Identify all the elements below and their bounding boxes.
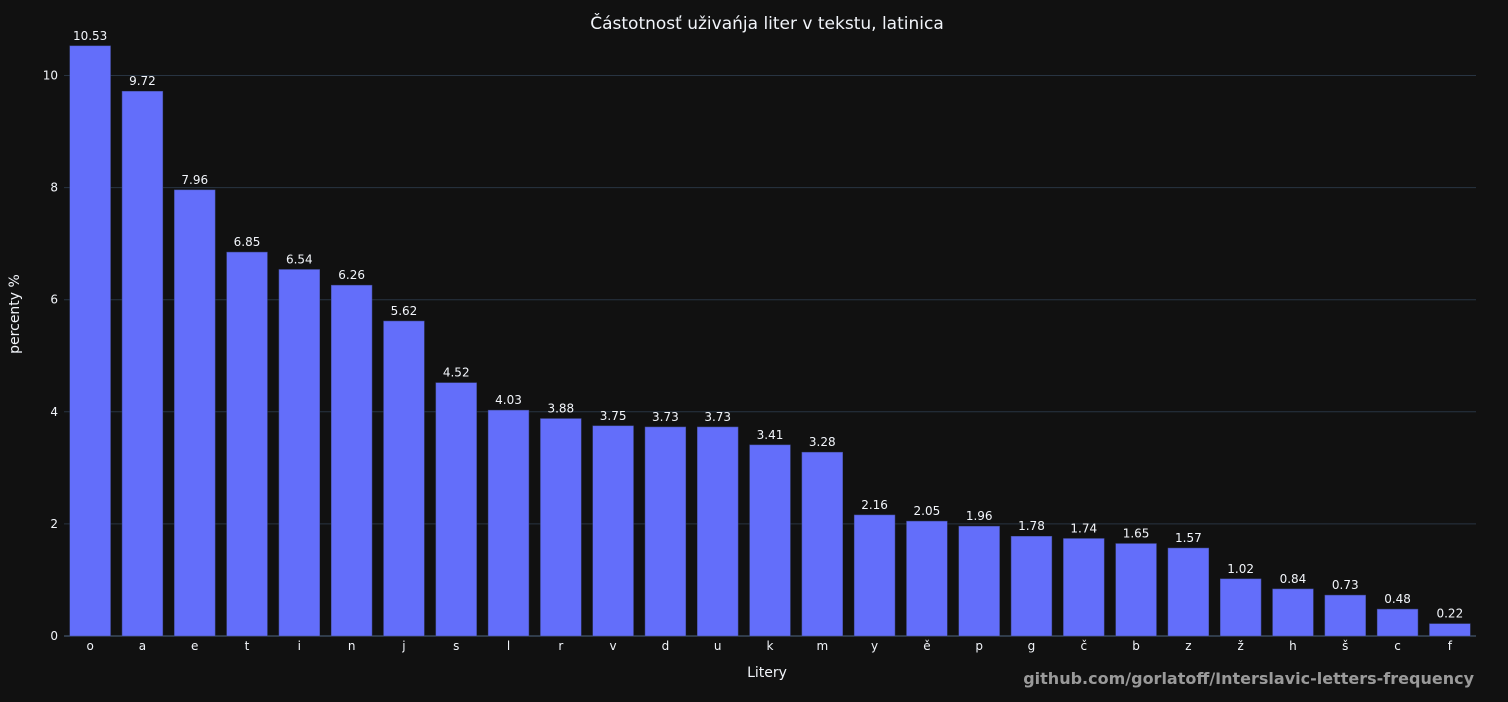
x-tick-label-n: n — [348, 639, 356, 653]
bar-č — [1063, 538, 1105, 637]
x-tick-label-u: u — [714, 639, 722, 653]
bar-c — [1376, 608, 1419, 637]
y-tick-label: 8 — [50, 181, 58, 195]
x-tick-label-m: m — [816, 639, 828, 653]
chart-title: Částotnosť uživańja liter v tekstu, lati… — [590, 12, 944, 34]
x-tick-label-y: y — [871, 639, 878, 653]
bar-d — [644, 426, 687, 637]
data-labels: 10.53 9.72 7.96 6.85 6.54 6.26 5.62 4.52 4.03 3.8… — [73, 29, 1463, 621]
data-label-k: 3.41 — [757, 428, 784, 442]
y-tick-label: 10 — [43, 69, 58, 83]
bar-ž — [1220, 578, 1262, 637]
data-label-z: 1.57 — [1175, 531, 1202, 545]
x-tick-label-c: c — [1394, 639, 1401, 653]
bar-f — [1429, 623, 1471, 637]
x-tick-label-b: b — [1132, 639, 1140, 653]
x-tick-label-r: r — [558, 639, 563, 653]
data-label-d: 3.73 — [652, 410, 679, 424]
y-tick-label: 4 — [50, 405, 58, 419]
data-label-t: 6.85 — [234, 235, 261, 249]
bar-e — [174, 189, 216, 637]
x-tick-label-h: h — [1289, 639, 1297, 653]
data-label-e: 7.96 — [181, 173, 208, 187]
bar-o — [69, 45, 111, 637]
data-label-u: 3.73 — [704, 410, 731, 424]
x-tick-label-z: z — [1185, 639, 1191, 653]
x-tick-label-o: o — [86, 639, 93, 653]
y-tick-labels: 0 2 4 6 8 10 — [43, 69, 58, 643]
x-tick-label-v: v — [610, 639, 617, 653]
data-label-š: 0.73 — [1332, 578, 1359, 592]
bar-n — [330, 284, 373, 637]
data-label-o: 10.53 — [73, 29, 107, 43]
data-label-ž: 1.02 — [1227, 562, 1254, 576]
data-label-r: 3.88 — [547, 402, 574, 416]
bar-r — [540, 418, 582, 637]
x-tick-label-l: l — [507, 639, 510, 653]
data-label-i: 6.54 — [286, 252, 313, 266]
bar-i — [278, 269, 320, 637]
x-tick-label-j: j — [401, 639, 405, 653]
bar-u — [697, 426, 739, 637]
watermark-text: github.com/gorlatoff/Interslavic-letters… — [1023, 669, 1474, 688]
bar-g — [1010, 535, 1053, 637]
x-tick-label-t: t — [245, 639, 250, 653]
data-label-b: 1.65 — [1123, 527, 1150, 541]
data-label-n: 6.26 — [338, 268, 365, 282]
x-tick-label-č: č — [1080, 639, 1087, 653]
x-tick-label-s: s — [453, 639, 459, 653]
bar-š — [1324, 594, 1366, 637]
x-tick-label-i: i — [298, 639, 301, 653]
bars — [69, 45, 1471, 637]
x-tick-label-g: g — [1028, 639, 1036, 653]
data-label-y: 2.16 — [861, 498, 888, 512]
data-label-g: 1.78 — [1018, 519, 1045, 533]
data-label-c: 0.48 — [1384, 592, 1411, 606]
bar-p — [958, 525, 1000, 637]
x-tick-label-š: š — [1342, 639, 1348, 653]
data-label-v: 3.75 — [600, 409, 627, 423]
data-label-m: 3.28 — [809, 435, 836, 449]
x-tick-label-ž: ž — [1238, 639, 1244, 653]
x-tick-label-f: f — [1448, 639, 1453, 653]
bar-j — [383, 320, 425, 637]
y-tick-label: 6 — [50, 293, 58, 307]
bar-m — [801, 451, 843, 637]
y-axis-label: percenty % — [7, 274, 23, 354]
y-tick-label: 0 — [50, 629, 58, 643]
bar-y — [853, 514, 896, 637]
data-label-j: 5.62 — [391, 304, 418, 318]
x-tick-label-a: a — [139, 639, 146, 653]
bar-b — [1115, 543, 1157, 637]
bar-z — [1167, 547, 1210, 637]
bar-k — [749, 444, 791, 637]
x-tick-label-p: p — [975, 639, 983, 653]
data-label-h: 0.84 — [1280, 572, 1307, 586]
bar-h — [1272, 588, 1314, 637]
y-tick-label: 2 — [50, 517, 58, 531]
x-tick-label-e: e — [191, 639, 198, 653]
x-tick-label-ě: ě — [923, 639, 930, 653]
bar-v — [592, 425, 634, 637]
bar-s — [435, 382, 477, 637]
bar-t — [226, 251, 268, 637]
data-label-s: 4.52 — [443, 366, 470, 380]
data-label-l: 4.03 — [495, 393, 522, 407]
data-label-č: 1.74 — [1070, 521, 1097, 535]
x-tick-label-d: d — [662, 639, 670, 653]
data-label-ě: 2.05 — [914, 504, 941, 518]
data-label-p: 1.96 — [966, 509, 993, 523]
data-label-f: 0.22 — [1436, 607, 1463, 621]
data-label-a: 9.72 — [129, 74, 156, 88]
bar-ě — [906, 520, 948, 637]
x-axis-label: Litery — [747, 665, 787, 681]
bar-l — [487, 409, 530, 637]
bar-a — [121, 90, 164, 637]
x-tick-label-k: k — [767, 639, 774, 653]
